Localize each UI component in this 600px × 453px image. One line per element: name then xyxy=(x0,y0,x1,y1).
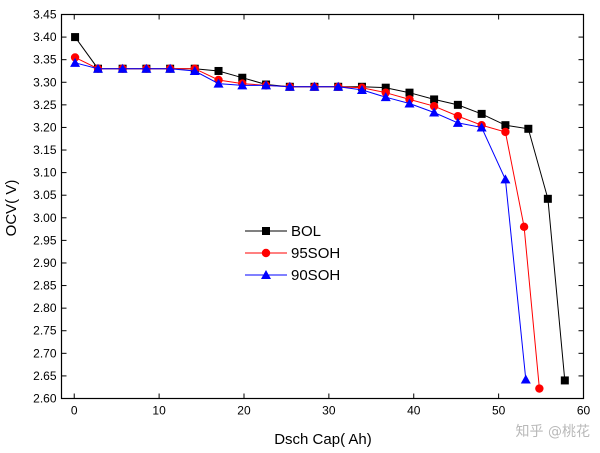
data-point-90soh xyxy=(356,84,367,94)
data-point-95soh xyxy=(429,102,439,111)
x-axis-title: Dsch Cap( Ah) xyxy=(274,431,372,448)
x-tick-label: 10 xyxy=(152,404,166,418)
legend-marker-bol xyxy=(262,227,270,235)
axis-ticks: 0 10 20 30 40 50 60 2.60 2.65 2.70 2.75 2.80 2.85 2.9… xyxy=(33,8,590,418)
y-axis-title: OCV( V) xyxy=(3,180,20,237)
x-tick-label: 60 xyxy=(577,404,591,418)
data-point-90soh xyxy=(213,78,224,88)
data-point-90soh xyxy=(92,63,103,73)
watermark: 知乎 @桃花 xyxy=(515,424,590,440)
series-90soh xyxy=(70,57,531,384)
data-point-bol xyxy=(524,124,533,133)
data-point-90soh xyxy=(165,63,176,73)
x-tick-label: 50 xyxy=(492,404,506,418)
y-tick-label: 3.30 xyxy=(33,75,57,89)
data-point-bol xyxy=(560,376,569,385)
legend-label-bol: BOL xyxy=(291,223,321,240)
y-tick-label: 2.60 xyxy=(33,392,57,406)
y-tick-label: 3.40 xyxy=(33,30,57,44)
y-tick-label: 2.70 xyxy=(33,346,57,360)
data-point-90soh xyxy=(284,81,295,91)
series-line-bol xyxy=(74,36,566,381)
y-tick-label: 3.05 xyxy=(33,188,57,202)
legend-label-90soh: 90SOH xyxy=(291,267,340,284)
data-point-bol xyxy=(430,95,439,104)
y-tick-label: 3.25 xyxy=(33,98,57,112)
data-point-bol xyxy=(238,73,247,82)
data-point-bol xyxy=(543,194,552,203)
series-bol xyxy=(71,33,569,385)
data-point-90soh xyxy=(309,81,320,91)
x-tick-label: 30 xyxy=(322,404,336,418)
y-tick-label: 2.85 xyxy=(33,279,57,293)
data-point-95soh xyxy=(453,111,463,121)
data-point-90soh xyxy=(476,122,487,132)
data-point-95soh xyxy=(70,53,80,62)
y-tick-label: 2.80 xyxy=(33,301,57,315)
data-point-90soh xyxy=(500,174,511,184)
y-tick-label: 2.65 xyxy=(33,369,57,383)
data-point-95soh xyxy=(501,127,510,137)
data-point-90soh xyxy=(333,81,344,91)
legend-marker-90soh xyxy=(261,270,271,279)
data-point-90soh xyxy=(117,63,128,73)
y-tick-label: 3.45 xyxy=(33,8,57,22)
data-point-90soh xyxy=(237,80,248,90)
data-point-90soh xyxy=(429,107,440,117)
data-point-bol xyxy=(405,88,414,97)
data-point-bol xyxy=(381,83,390,92)
data-point-95soh xyxy=(519,222,529,232)
x-tick-label: 20 xyxy=(237,404,251,418)
data-point-90soh xyxy=(404,98,415,108)
legend-marker-95soh xyxy=(261,248,271,258)
data-point-bol xyxy=(453,100,462,109)
y-tick-label: 3.20 xyxy=(33,120,57,134)
series-line-90soh xyxy=(74,62,527,380)
y-tick-label: 2.95 xyxy=(33,233,57,247)
data-point-bol xyxy=(71,33,80,42)
y-tick-label: 2.90 xyxy=(33,256,57,270)
data-point-95soh xyxy=(535,384,544,393)
data-point-bol xyxy=(477,109,486,118)
data-point-90soh xyxy=(141,63,152,73)
data-point-bol xyxy=(214,66,223,75)
data-point-90soh xyxy=(380,92,391,102)
data-point-90soh xyxy=(452,117,463,127)
data-point-bol xyxy=(501,121,510,130)
data-point-90soh xyxy=(70,57,81,67)
y-tick-label: 2.75 xyxy=(33,324,57,338)
legend-label-95soh: 95SOH xyxy=(291,245,340,262)
data-point-90soh xyxy=(261,80,272,90)
y-tick-label: 3.10 xyxy=(33,166,57,180)
x-tick-label: 40 xyxy=(407,404,421,418)
series-group xyxy=(70,33,569,393)
x-tick-label: 0 xyxy=(71,404,78,418)
y-tick-label: 3.00 xyxy=(33,211,57,225)
y-tick-label: 3.35 xyxy=(33,53,57,67)
y-tick-label: 3.15 xyxy=(33,143,57,157)
legend: BOL 95SOH 90SOH xyxy=(245,223,340,284)
data-point-90soh xyxy=(520,374,531,384)
plot-area-frame xyxy=(60,13,585,400)
data-point-90soh xyxy=(189,65,200,75)
